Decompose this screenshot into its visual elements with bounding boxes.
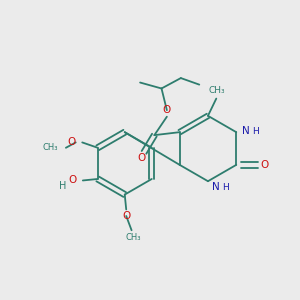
Text: O: O [122,211,130,221]
Text: O: O [163,105,171,115]
Text: O: O [68,137,76,147]
Text: H: H [252,127,259,136]
Text: O: O [260,160,268,170]
Text: CH₃: CH₃ [125,233,141,242]
Text: H: H [59,181,67,191]
Text: N: N [242,126,250,136]
Text: N: N [212,182,220,192]
Text: H: H [222,183,229,192]
Text: O: O [68,176,76,185]
Text: CH₃: CH₃ [42,143,58,152]
Text: O: O [137,153,146,163]
Text: CH₃: CH₃ [208,86,225,95]
